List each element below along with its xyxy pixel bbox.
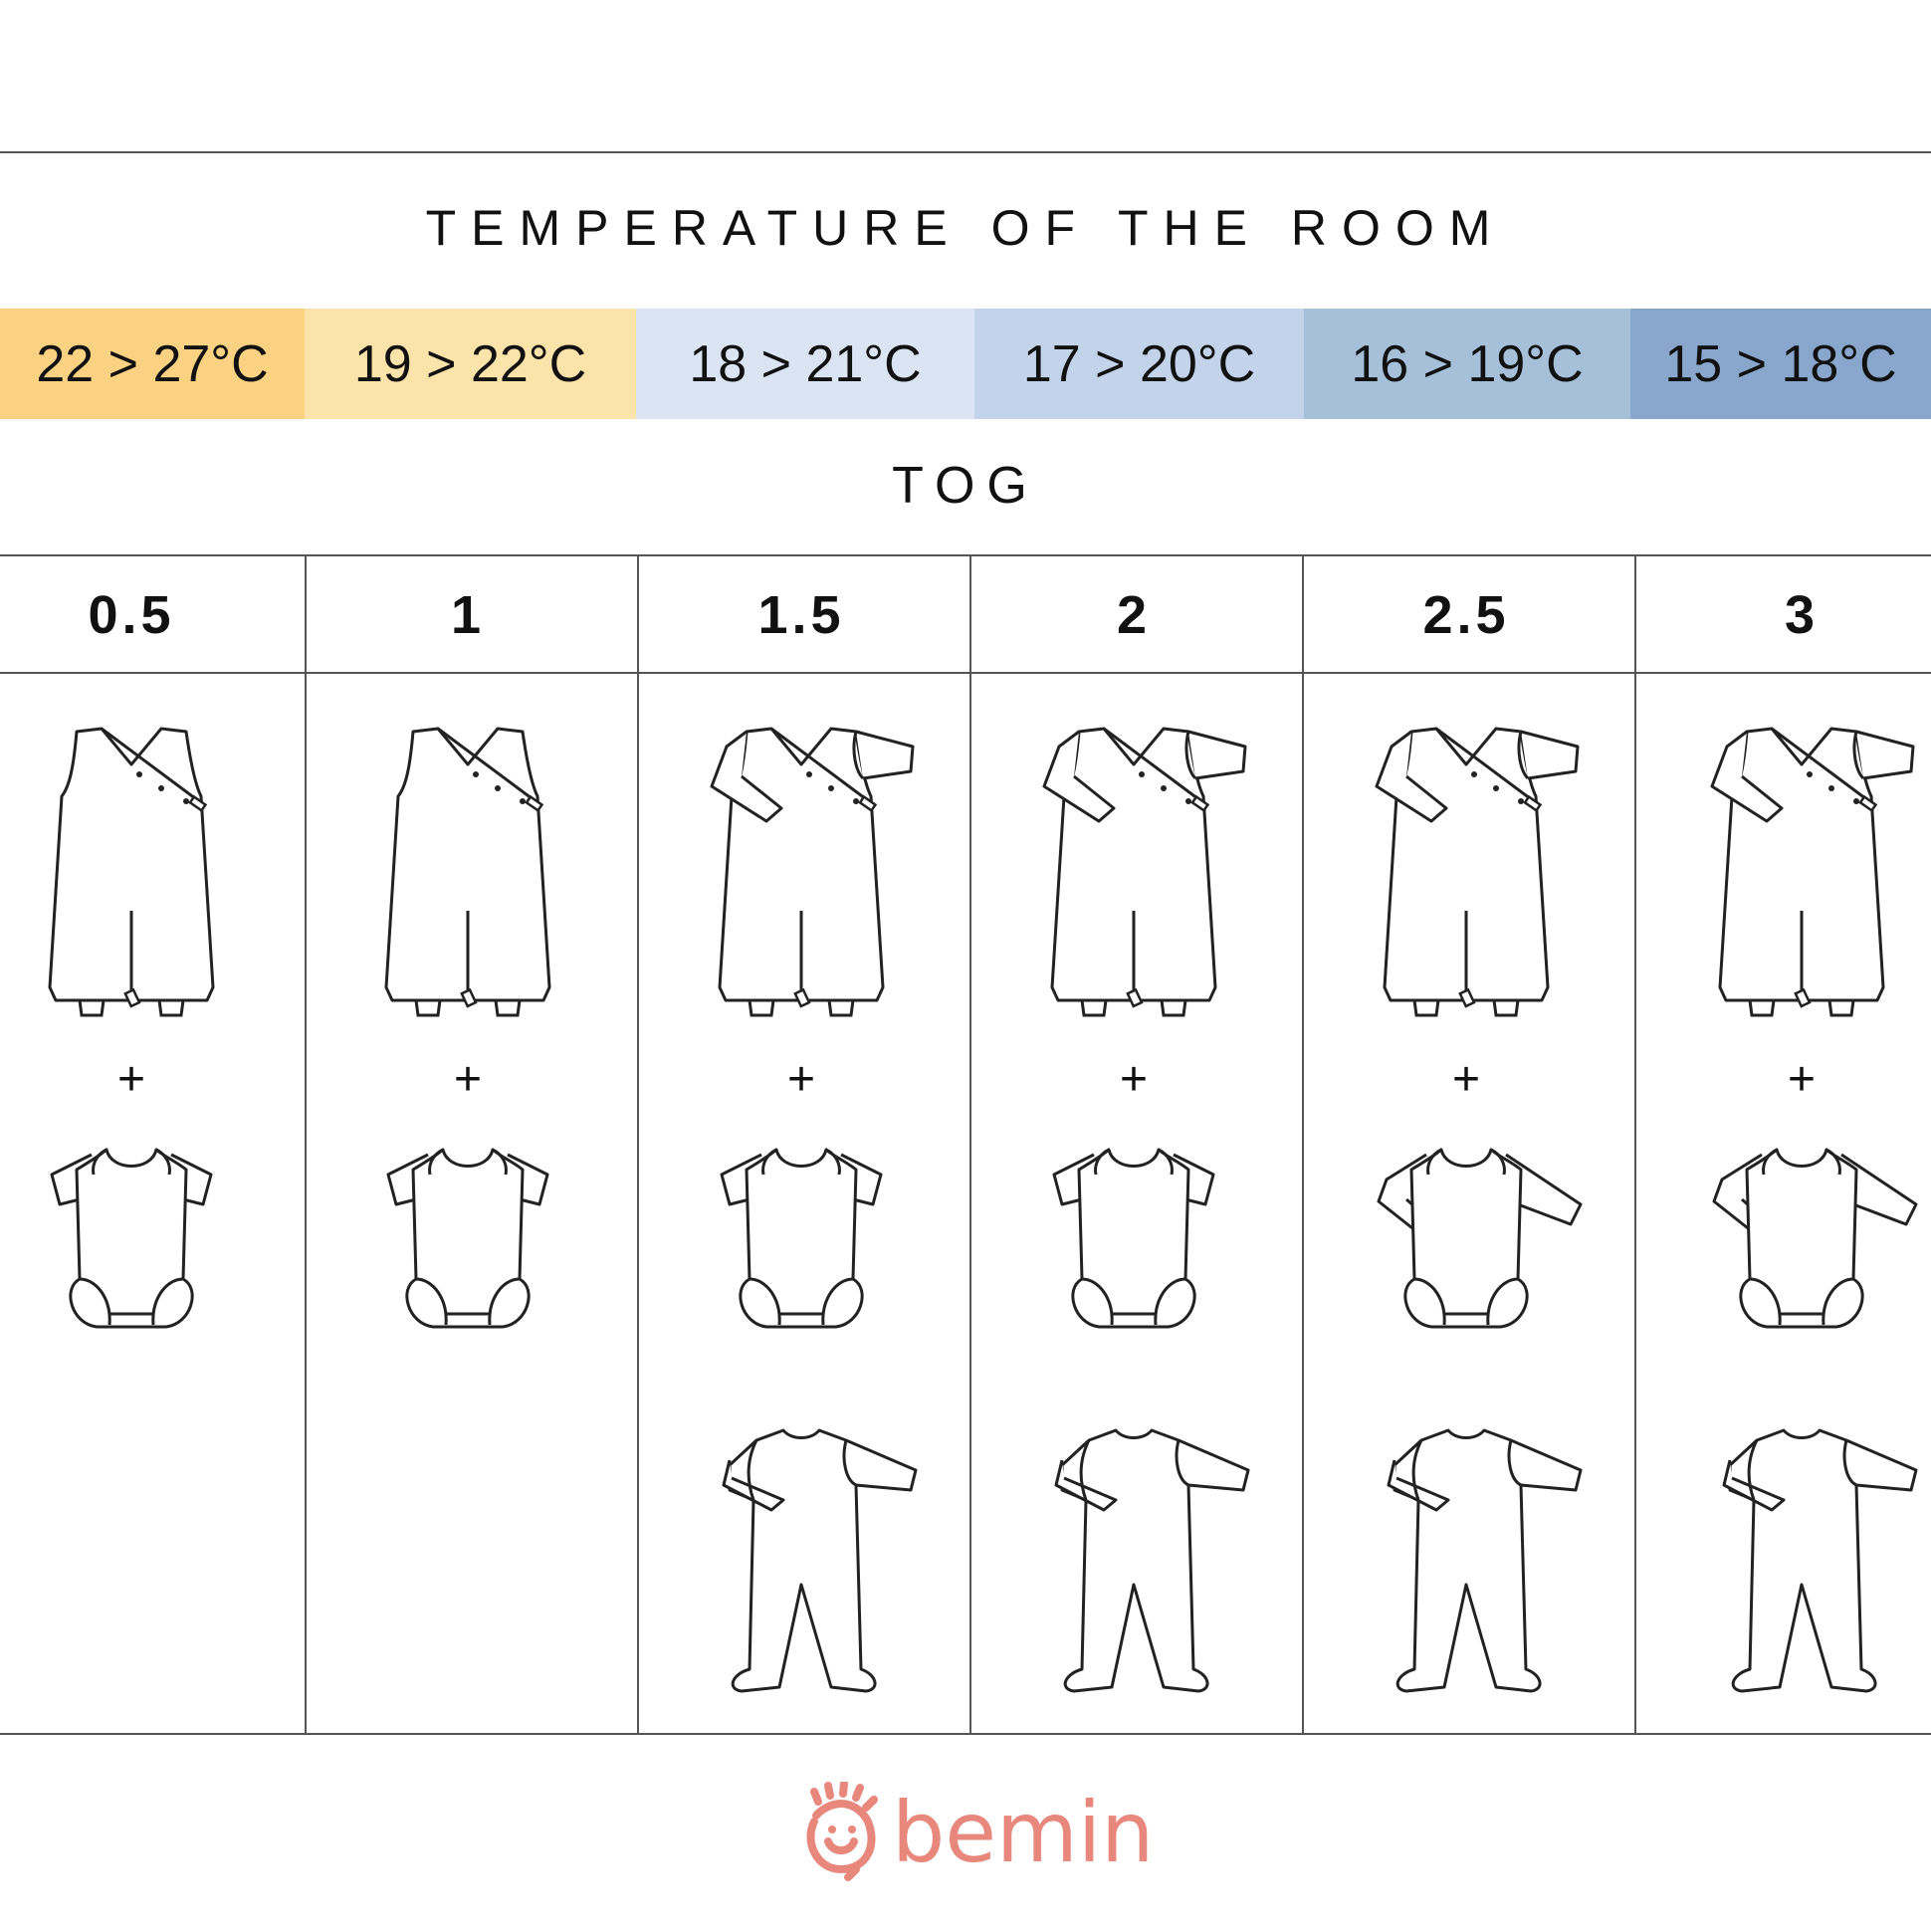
tog-column: 0.5 + bbox=[0, 554, 306, 1735]
tog-column: 1.5 + bbox=[638, 554, 970, 1735]
column-divider bbox=[637, 554, 639, 1735]
temperature-band: 22 > 27°C 19 > 22°C 18 > 21°C 17 > 20°C 16 >… bbox=[0, 309, 1931, 419]
bemini-logo-graphic: bemini bbox=[806, 1780, 1178, 1881]
tog-value: 2.5 bbox=[1422, 585, 1510, 645]
plus-sign: + bbox=[1787, 1053, 1817, 1106]
bodysuit-long-sleeve-icon bbox=[1347, 1145, 1586, 1334]
footed-sleepsuit-icon bbox=[1347, 1425, 1586, 1694]
table-top-divider bbox=[0, 554, 1931, 556]
tog-column: 1 + bbox=[306, 554, 638, 1735]
plus-sign: + bbox=[1451, 1053, 1481, 1106]
bodysuit-short-sleeve-icon bbox=[348, 1145, 587, 1334]
temperature-range-3: 17 > 20°C bbox=[974, 309, 1304, 419]
temperature-range-0: 22 > 27°C bbox=[0, 309, 305, 419]
temperature-range-2: 18 > 21°C bbox=[636, 309, 974, 419]
tog-column: 3 + bbox=[1635, 554, 1931, 1735]
tog-value: 3 bbox=[1784, 585, 1820, 645]
plus-sign: + bbox=[1119, 1053, 1149, 1106]
tog-value: 1.5 bbox=[757, 585, 845, 645]
plus-sign: + bbox=[116, 1053, 146, 1106]
bodysuit-short-sleeve-icon bbox=[1014, 1145, 1253, 1334]
temperature-range-5: 15 > 18°C bbox=[1630, 309, 1931, 419]
plus-sign: + bbox=[786, 1053, 816, 1106]
bodysuit-long-sleeve-icon bbox=[1682, 1145, 1921, 1334]
tog-column: 2 + bbox=[970, 554, 1303, 1735]
column-divider bbox=[305, 554, 307, 1735]
title: TEMPERATURE OF THE ROOM bbox=[425, 200, 1506, 256]
sleeping-bag-sleeveless-icon bbox=[348, 722, 587, 1020]
top-divider bbox=[0, 151, 1931, 153]
temperature-range-1: 19 > 22°C bbox=[305, 309, 636, 419]
bodysuit-short-sleeve-icon bbox=[682, 1145, 921, 1334]
bodysuit-short-sleeve-icon bbox=[12, 1145, 251, 1334]
bemini-logo: bemini bbox=[796, 1780, 1178, 1881]
sleeping-bag-long-sleeve-icon bbox=[1682, 722, 1921, 1020]
tog-value: 0.5 bbox=[88, 585, 175, 645]
tog-value: 1 bbox=[450, 585, 486, 645]
sleeping-bag-long-sleeve-icon bbox=[1347, 722, 1586, 1020]
column-divider bbox=[969, 554, 971, 1735]
column-divider bbox=[1302, 554, 1304, 1735]
tog-column: 2.5 + bbox=[1303, 554, 1635, 1735]
footed-sleepsuit-icon bbox=[1014, 1425, 1253, 1694]
tog-value: 2 bbox=[1116, 585, 1152, 645]
sleeping-bag-sleeveless-icon bbox=[12, 722, 251, 1020]
plus-sign: + bbox=[453, 1053, 483, 1106]
column-divider bbox=[1634, 554, 1636, 1735]
sleeping-bag-long-sleeve-icon bbox=[682, 722, 921, 1020]
logo-text: bemini bbox=[892, 1784, 1155, 1881]
sleeping-bag-long-sleeve-icon bbox=[1014, 722, 1253, 1020]
header-row-divider bbox=[0, 672, 1931, 674]
temperature-range-4: 16 > 19°C bbox=[1304, 309, 1630, 419]
footed-sleepsuit-icon bbox=[1682, 1425, 1921, 1694]
tog-label: TOG bbox=[892, 457, 1039, 515]
table-bottom-divider bbox=[0, 1733, 1931, 1735]
footed-sleepsuit-icon bbox=[682, 1425, 921, 1694]
